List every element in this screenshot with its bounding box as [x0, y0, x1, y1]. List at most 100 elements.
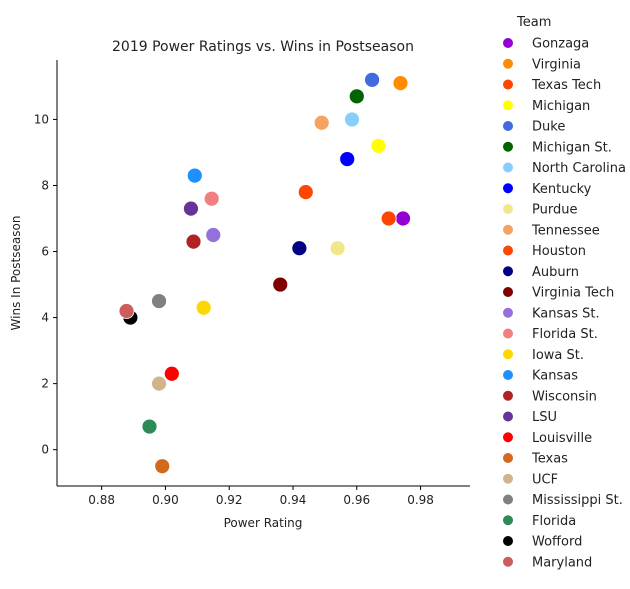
legend-marker	[503, 432, 513, 443]
legend-label: Mississippi St.	[532, 493, 623, 508]
x-tick-label: 0.96	[343, 493, 370, 507]
data-point-michigan-st	[348, 88, 365, 105]
y-tick-label: 8	[41, 178, 49, 192]
legend-label: Michigan St.	[532, 140, 612, 155]
legend-label: Kentucky	[532, 182, 592, 197]
data-point-purdue	[329, 240, 346, 257]
data-point-ucf	[151, 375, 167, 392]
y-tick-label: 10	[34, 112, 49, 126]
y-tick-label: 2	[41, 377, 49, 391]
plot-area: 0.88 0.90 0.92 0.94 0.96 0.98 0 2 4 6 8 10	[34, 60, 470, 507]
legend-label: Louisville	[532, 431, 592, 446]
scatter-points	[118, 71, 411, 475]
legend-marker	[503, 224, 513, 235]
data-point-virginia	[392, 75, 409, 92]
data-point-texas	[154, 458, 171, 475]
y-ticks: 0 2 4 6 8 10	[34, 112, 57, 457]
legend-marker	[503, 556, 513, 567]
legend-label: Virginia	[532, 57, 581, 72]
legend-marker	[503, 183, 513, 194]
legend-label: Florida	[532, 514, 576, 529]
legend-label: Purdue	[532, 203, 577, 218]
legend-marker	[503, 100, 513, 111]
data-point-iowa-st	[195, 299, 212, 316]
x-tick-label: 0.90	[152, 493, 179, 507]
legend-marker	[503, 494, 513, 505]
data-point-kansas-st	[205, 227, 222, 243]
legend-label: UCF	[532, 472, 558, 487]
legend-label: Auburn	[532, 265, 579, 280]
legend-items: Gonzaga Virginia Texas Tech Michigan Duke Mic…	[503, 37, 626, 570]
legend-label: Florida St.	[532, 327, 598, 342]
data-point-michigan	[370, 137, 387, 154]
data-point-gonzaga	[395, 210, 411, 227]
legend-label: Iowa St.	[532, 348, 584, 363]
legend-label: Kansas St.	[532, 306, 600, 321]
legend-label: Maryland	[532, 555, 592, 570]
data-point-lsu	[183, 200, 199, 217]
legend-label: Texas Tech	[531, 78, 601, 93]
legend-marker	[503, 266, 513, 277]
x-tick-label: 0.88	[88, 493, 115, 507]
x-tick-label: 0.94	[280, 493, 307, 507]
legend-marker	[503, 307, 513, 318]
x-ticks: 0.88 0.90 0.92 0.94 0.96 0.98	[88, 486, 434, 507]
data-point-maryland	[118, 303, 135, 319]
legend-marker	[503, 411, 513, 422]
data-point-kansas	[186, 167, 203, 184]
data-point-tennessee	[313, 114, 330, 131]
legend-marker	[503, 370, 513, 380]
legend-marker	[503, 473, 513, 484]
legend-title: Team	[516, 15, 551, 30]
x-tick-label: 0.98	[407, 493, 434, 507]
legend-label: Kansas	[532, 369, 578, 384]
legend-marker	[503, 453, 513, 463]
legend-marker	[503, 79, 513, 90]
data-point-wisconsin	[185, 233, 202, 250]
data-point-louisville	[163, 365, 180, 382]
data-point-mississippi-st	[151, 293, 167, 309]
y-tick-label: 0	[41, 443, 49, 457]
data-point-virginia-tech	[272, 276, 289, 293]
chart-title: 2019 Power Ratings vs. Wins in Postseaso…	[112, 39, 414, 55]
legend-marker	[503, 349, 513, 360]
y-axis-label: Wins In Postseason	[9, 216, 23, 331]
legend-marker	[503, 141, 513, 152]
legend-label: Wisconsin	[532, 389, 597, 404]
legend-marker	[503, 328, 513, 339]
legend-marker	[503, 204, 513, 214]
legend-marker	[503, 121, 513, 131]
legend-label: Michigan	[532, 99, 590, 114]
legend-label: Wofford	[532, 535, 582, 550]
legend-marker	[503, 536, 513, 546]
legend: Team Gonzaga Virginia Texas Tech Michigan Du…	[503, 15, 626, 570]
legend-label: North Carolina	[532, 161, 626, 176]
legend-marker	[503, 38, 513, 48]
legend-marker	[503, 58, 513, 69]
legend-marker	[503, 162, 513, 173]
legend-marker	[503, 245, 513, 256]
data-point-auburn	[291, 240, 308, 257]
x-tick-label: 0.92	[216, 493, 243, 507]
legend-label: Duke	[532, 120, 565, 135]
y-tick-label: 4	[41, 311, 49, 325]
data-point-houston	[297, 184, 314, 200]
legend-label: Tennessee	[531, 223, 600, 238]
data-point-florida-st	[203, 190, 220, 207]
legend-label: Virginia Tech	[532, 286, 614, 301]
data-point-north-carolina	[344, 111, 360, 128]
legend-label: Gonzaga	[532, 37, 589, 52]
data-point-kentucky	[339, 151, 356, 167]
legend-marker	[503, 287, 513, 297]
legend-label: Texas	[531, 452, 568, 467]
data-point-duke	[364, 71, 380, 88]
data-point-texas-tech	[380, 210, 397, 227]
legend-marker	[503, 515, 513, 526]
x-axis-label: Power Rating	[224, 516, 303, 530]
legend-label: LSU	[532, 410, 557, 425]
legend-marker	[503, 390, 513, 401]
legend-label: Houston	[532, 244, 586, 259]
data-point-florida	[141, 418, 158, 435]
